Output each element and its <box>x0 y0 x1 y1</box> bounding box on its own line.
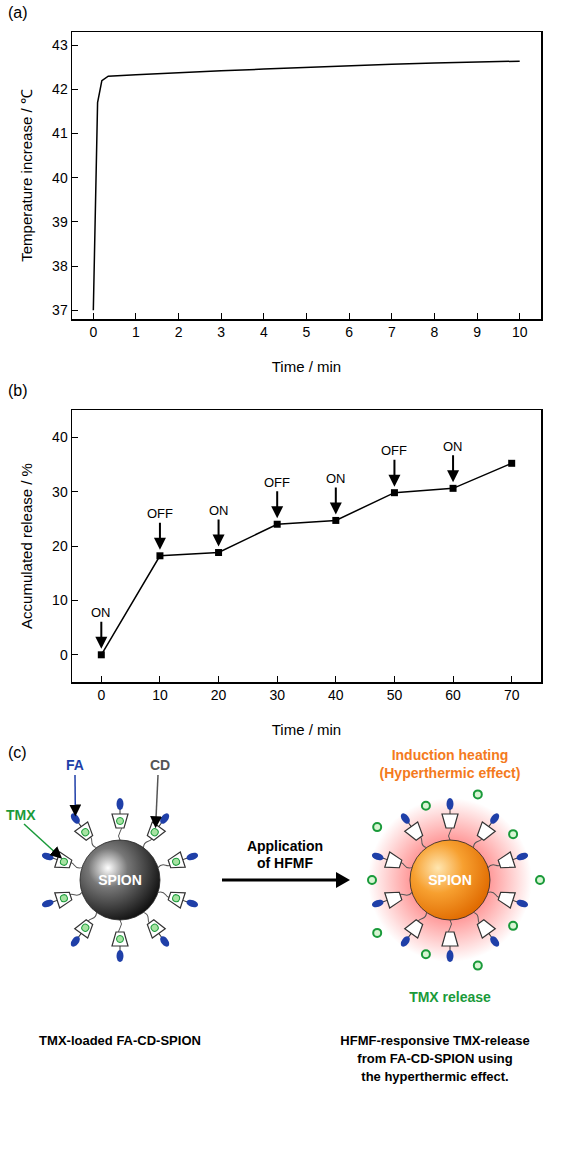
svg-text:37: 37 <box>52 302 68 318</box>
svg-text:9: 9 <box>473 324 481 340</box>
svg-text:50: 50 <box>387 687 403 703</box>
svg-text:TMX-loaded FA-CD-SPION: TMX-loaded FA-CD-SPION <box>39 1033 201 1048</box>
svg-text:Temperature increase / ℃: Temperature increase / ℃ <box>18 89 35 262</box>
svg-text:40: 40 <box>52 170 68 186</box>
svg-text:10: 10 <box>52 592 68 608</box>
svg-text:10: 10 <box>152 687 168 703</box>
svg-text:Induction heating: Induction heating <box>392 747 509 763</box>
svg-text:Time / min: Time / min <box>272 358 341 375</box>
svg-text:41: 41 <box>52 125 68 141</box>
svg-text:ON: ON <box>91 605 111 620</box>
svg-text:5: 5 <box>303 324 311 340</box>
svg-text:TMX release: TMX release <box>409 989 491 1005</box>
svg-text:ON: ON <box>209 503 229 518</box>
svg-text:the hyperthermic effect.: the hyperthermic effect. <box>361 1069 508 1084</box>
svg-text:8: 8 <box>431 324 439 340</box>
svg-text:OFF: OFF <box>264 475 290 490</box>
svg-text:HFMF-responsive TMX-release: HFMF-responsive TMX-release <box>340 1033 529 1048</box>
svg-text:OFF: OFF <box>381 443 407 458</box>
svg-text:42: 42 <box>52 81 68 97</box>
svg-text:10: 10 <box>512 324 528 340</box>
svg-text:39: 39 <box>52 214 68 230</box>
svg-text:from FA-CD-SPION using: from FA-CD-SPION using <box>357 1051 512 1066</box>
svg-text:60: 60 <box>445 687 461 703</box>
svg-text:2: 2 <box>175 324 183 340</box>
html-text:(c): (c) <box>8 744 27 761</box>
svg-text:Application: Application <box>247 838 323 854</box>
svg-text:SPION: SPION <box>428 872 472 888</box>
svg-text:0: 0 <box>60 647 68 663</box>
svg-text:(Hyperthermic effect): (Hyperthermic effect) <box>380 765 521 781</box>
svg-text:CD: CD <box>150 757 170 773</box>
svg-text:40: 40 <box>52 429 68 445</box>
svg-text:ON: ON <box>326 471 346 486</box>
svg-text:20: 20 <box>211 687 227 703</box>
svg-text:1: 1 <box>132 324 140 340</box>
svg-text:40: 40 <box>328 687 344 703</box>
svg-text:SPION: SPION <box>98 872 142 888</box>
html-text:(b): (b) <box>8 382 28 399</box>
svg-text:OFF: OFF <box>147 506 173 521</box>
svg-text:43: 43 <box>52 37 68 53</box>
svg-text:3: 3 <box>217 324 225 340</box>
svg-text:38: 38 <box>52 258 68 274</box>
svg-text:20: 20 <box>52 538 68 554</box>
svg-text:30: 30 <box>52 484 68 500</box>
svg-text:0: 0 <box>97 687 105 703</box>
html-text:(a): (a) <box>8 4 28 21</box>
svg-text:0: 0 <box>89 324 97 340</box>
svg-text:ON: ON <box>443 439 463 454</box>
svg-text:TMX: TMX <box>6 807 36 823</box>
svg-text:6: 6 <box>345 324 353 340</box>
svg-text:30: 30 <box>269 687 285 703</box>
svg-text:70: 70 <box>504 687 520 703</box>
svg-text:of HFMF: of HFMF <box>257 855 313 871</box>
svg-text:7: 7 <box>388 324 396 340</box>
svg-text:Accumulated release / %: Accumulated release / % <box>18 463 35 629</box>
svg-text:4: 4 <box>260 324 268 340</box>
svg-text:Time / min: Time / min <box>272 721 341 738</box>
svg-text:FA: FA <box>66 757 84 773</box>
